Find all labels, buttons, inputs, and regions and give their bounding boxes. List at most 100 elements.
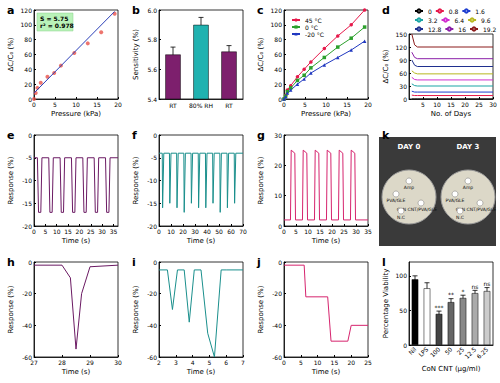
svg-text:Pressure (kPa): Pressure (kPa) [51,110,101,118]
svg-text:10: 10 [72,101,80,108]
svg-text:35: 35 [364,228,372,235]
svg-text:-20: -20 [22,223,32,230]
svg-text:ns: ns [484,280,491,287]
svg-text:5.6: 5.6 [147,66,157,73]
svg-text:Response (%): Response (%) [132,285,140,333]
svg-text:60: 60 [227,228,235,235]
svg-text:25: 25 [340,228,348,235]
svg-text:60: 60 [274,51,282,58]
svg-text:40: 40 [274,66,282,73]
svg-text:20: 20 [347,359,355,366]
svg-text:-10: -10 [22,177,32,184]
svg-text:10: 10 [314,359,322,366]
svg-text:16: 16 [458,26,466,33]
svg-text:5: 5 [421,101,425,108]
svg-text:b: b [132,4,140,17]
svg-text:Time (s): Time (s) [311,237,341,245]
svg-text:***: *** [435,304,444,311]
svg-text:-20: -20 [147,223,157,230]
svg-text:Time (s): Time (s) [61,237,91,245]
svg-text:45 °C: 45 °C [305,17,322,24]
svg-text:29: 29 [86,359,94,366]
svg-text:100: 100 [271,21,283,28]
svg-text:N.C: N.C [456,215,464,220]
svg-text:5: 5 [294,228,298,235]
svg-text:10: 10 [53,228,61,235]
svg-text:-5: -5 [151,154,157,161]
svg-text:120: 120 [396,44,408,51]
svg-text:DAY 0: DAY 0 [398,143,421,151]
svg-text:35: 35 [110,228,118,235]
svg-text:DAY 3: DAY 3 [457,143,480,151]
svg-text:0: 0 [153,259,157,266]
svg-text:c: c [257,4,264,17]
svg-text:50: 50 [399,307,407,314]
svg-text:30: 30 [352,228,360,235]
svg-text:0: 0 [32,101,36,108]
svg-text:No. of Days: No. of Days [431,110,472,118]
svg-text:30: 30 [399,83,407,90]
svg-text:5: 5 [207,359,211,366]
svg-text:0: 0 [157,228,161,235]
svg-text:30: 30 [489,101,497,108]
svg-text:20: 20 [114,101,122,108]
svg-text:0: 0 [28,259,32,266]
svg-text:30: 30 [114,359,122,366]
svg-text:40: 40 [203,228,211,235]
svg-text:ΔC/C₀ (%): ΔC/C₀ (%) [7,37,15,71]
svg-text:Time (s): Time (s) [186,237,216,245]
svg-text:15: 15 [64,228,72,235]
svg-text:20: 20 [76,228,84,235]
svg-text:r² = 0.978: r² = 0.978 [40,22,74,29]
svg-text:20: 20 [179,228,187,235]
svg-text:3: 3 [174,359,178,366]
svg-text:**: ** [448,291,454,298]
svg-text:k: k [382,129,390,142]
svg-text:90: 90 [399,57,407,64]
svg-text:5: 5 [303,101,307,108]
svg-text:15: 15 [316,228,324,235]
svg-text:3.2: 3.2 [428,17,438,24]
svg-text:5.8: 5.8 [147,36,157,43]
svg-text:Response (%): Response (%) [7,285,15,333]
svg-text:60: 60 [399,70,407,77]
svg-text:20: 20 [274,162,282,169]
svg-text:6.25: 6.25 [475,345,490,360]
svg-text:12.5: 12.5 [463,345,478,360]
svg-text:Amp: Amp [463,185,473,190]
svg-text:10: 10 [274,192,282,199]
svg-text:Time (s): Time (s) [186,368,216,376]
svg-text:50: 50 [443,345,453,355]
svg-text:40: 40 [24,66,32,73]
svg-text:20: 20 [364,101,372,108]
svg-text:0: 0 [428,8,432,15]
svg-text:25: 25 [475,101,483,108]
svg-text:6.4: 6.4 [455,17,465,24]
svg-text:-60: -60 [272,354,282,361]
svg-text:20: 20 [328,228,336,235]
svg-text:120: 120 [271,7,283,14]
svg-text:28: 28 [58,359,66,366]
svg-text:9.6: 9.6 [481,17,491,24]
svg-text:100: 100 [428,345,441,358]
svg-text:5.4: 5.4 [147,96,157,103]
svg-text:4: 4 [191,359,195,366]
svg-text:-20 °C: -20 °C [305,31,324,38]
svg-text:5: 5 [43,228,47,235]
svg-text:-40: -40 [147,322,157,329]
svg-text:Pressure (kPa): Pressure (kPa) [301,110,351,118]
svg-text:6.0: 6.0 [147,7,157,14]
svg-text:-15: -15 [22,200,32,207]
svg-text:Time (s): Time (s) [311,368,341,376]
svg-text:20: 20 [461,101,469,108]
svg-text:30: 30 [274,132,282,139]
svg-text:80: 80 [24,36,32,43]
svg-text:Sensitivity (%): Sensitivity (%) [132,29,140,80]
svg-text:d: d [382,4,390,17]
svg-text:Amp: Amp [404,185,414,190]
svg-text:20: 20 [274,81,282,88]
svg-text:1.6: 1.6 [475,8,485,15]
svg-text:CoN CNT (µg/ml): CoN CNT (µg/ml) [422,365,481,373]
svg-text:15: 15 [343,101,351,108]
svg-text:150: 150 [396,31,408,38]
